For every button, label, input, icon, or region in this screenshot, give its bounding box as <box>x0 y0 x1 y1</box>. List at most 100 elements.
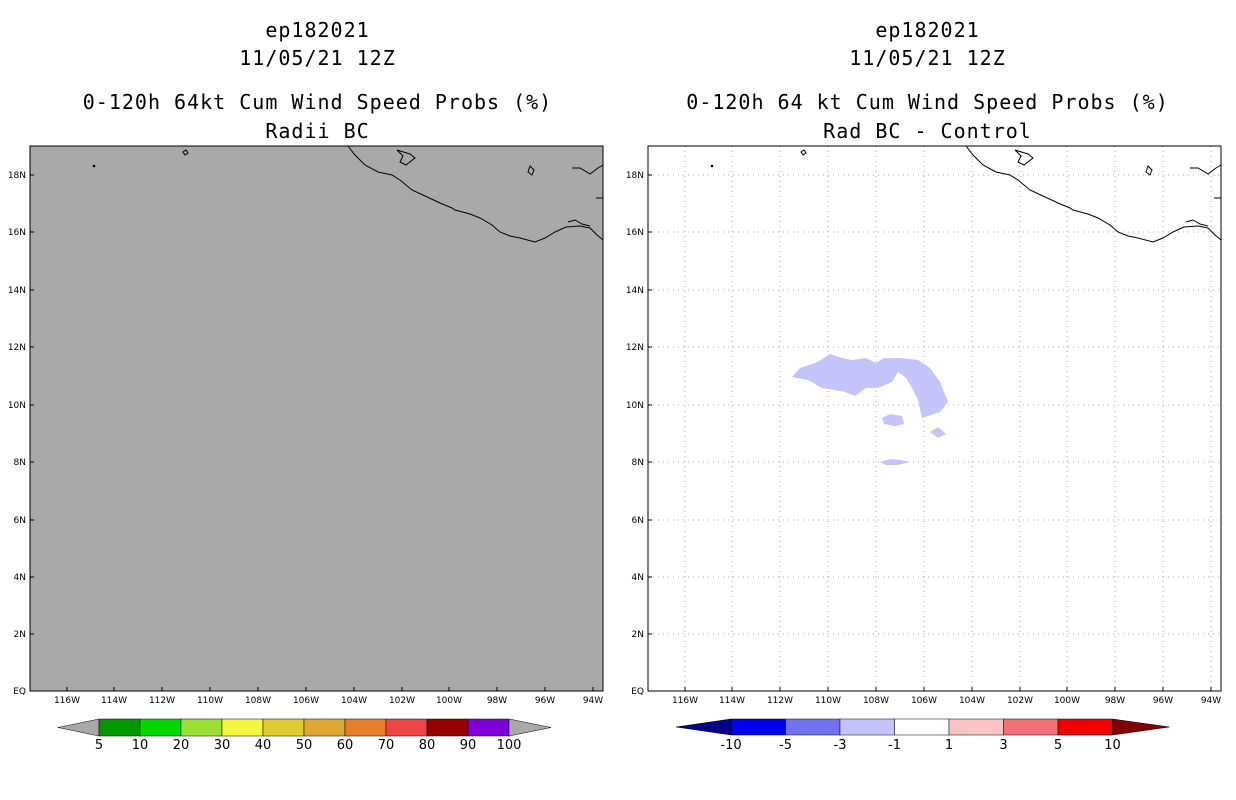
left-title-date: 11/05/21 12Z <box>239 46 396 70</box>
colorbar-label: -5 <box>779 738 792 753</box>
colorbar-label: 70 <box>378 738 395 753</box>
lon-label: 104W <box>341 696 367 706</box>
right-coastline <box>710 145 1222 243</box>
colorbar-swatch <box>221 718 264 737</box>
colorbar-label: 5 <box>95 738 103 753</box>
lat-label: 16N <box>8 228 26 238</box>
lat-label: 14N <box>626 286 644 296</box>
colorbar-label: 60 <box>337 738 354 753</box>
colorbar-label: 100 <box>497 738 522 753</box>
lat-label: 14N <box>8 286 26 296</box>
colorbar-label: 80 <box>419 738 436 753</box>
colorbar-label: -10 <box>720 738 741 753</box>
colorbar-swatch <box>894 718 950 736</box>
colorbar-label: 10 <box>1104 738 1121 753</box>
lat-label: 8N <box>14 458 26 468</box>
left-map-frame <box>29 145 604 692</box>
lon-label: 94W <box>1201 696 1221 706</box>
lon-label: 104W <box>959 696 985 706</box>
lat-label: 18N <box>626 171 644 181</box>
colorbar-low-arrow <box>57 718 100 737</box>
lat-label: 16N <box>626 228 644 238</box>
lon-label: 108W <box>863 696 889 706</box>
lon-label: 112W <box>149 696 175 706</box>
colorbar-label: 50 <box>296 738 313 753</box>
lat-label: 12N <box>8 343 26 353</box>
left-title-id: ep182021 <box>265 18 370 42</box>
colorbar-label: -3 <box>834 738 847 753</box>
colorbar-swatch <box>426 718 469 737</box>
lat-label: 8N <box>632 458 644 468</box>
lon-label: 106W <box>911 696 937 706</box>
lat-label: 6N <box>14 516 26 526</box>
right-title-subtitle: Rad BC - Control <box>823 119 1032 143</box>
colorbar-swatch <box>948 718 1004 736</box>
lat-label: EQ <box>13 687 26 697</box>
colorbar-swatch <box>139 718 182 737</box>
colorbar-label: -1 <box>888 738 901 753</box>
shaded-main-area <box>792 354 948 418</box>
right-map-background <box>648 146 1221 691</box>
colorbar-label: 5 <box>1054 738 1062 753</box>
lon-label: 110W <box>197 696 223 706</box>
lon-label: 94W <box>583 696 603 706</box>
colorbar-high-arrow <box>1112 718 1170 736</box>
right-colorbar: -10 -5 -3 -1 1 3 5 10 <box>675 718 1170 753</box>
lat-label: 4N <box>14 573 26 583</box>
shaded-patch-2 <box>930 427 946 438</box>
lon-label: 110W <box>815 696 841 706</box>
lon-label: 100W <box>1054 696 1080 706</box>
lon-label: 116W <box>672 696 698 706</box>
colorbar-swatch <box>180 718 223 737</box>
left-coastline <box>92 145 604 243</box>
colorbar-label: 3 <box>999 738 1007 753</box>
left-title-product: 0-120h 64kt Cum Wind Speed Probs (%) <box>82 90 553 114</box>
colorbar-label: 10 <box>132 738 149 753</box>
lat-label: 10N <box>626 401 644 411</box>
colorbar-swatch <box>303 718 346 737</box>
lon-label: 96W <box>1153 696 1173 706</box>
colorbar-low-arrow <box>675 718 732 736</box>
lon-label: 112W <box>767 696 793 706</box>
lon-label: 96W <box>535 696 555 706</box>
right-title-id: ep182021 <box>875 18 980 42</box>
lon-label: 102W <box>1007 696 1033 706</box>
shaded-patch-1 <box>882 414 904 426</box>
left-map: 18N 16N 14N 12N 10N 8N 6N 4N 2N EQ 116W 114W 112W 11… <box>8 145 604 706</box>
lon-label: 106W <box>293 696 319 706</box>
lat-label: 2N <box>14 630 26 640</box>
colorbar-swatch <box>1057 718 1113 736</box>
right-map: 18N 16N 14N 12N 10N 8N 6N 4N 2N EQ 116W 114W 112W 11… <box>626 145 1222 706</box>
lat-label: 6N <box>632 516 644 526</box>
colorbar-label: 40 <box>255 738 272 753</box>
right-shaded-region <box>792 354 948 465</box>
right-title-product: 0-120h 64 kt Cum Wind Speed Probs (%) <box>686 90 1169 114</box>
colorbar-swatch <box>98 718 141 737</box>
colorbar-label: 1 <box>945 738 953 753</box>
colorbar-label: 20 <box>173 738 190 753</box>
colorbar-swatch <box>344 718 387 737</box>
right-map-frame <box>647 145 1222 692</box>
colorbar-high-arrow <box>508 718 552 737</box>
right-title-date: 11/05/21 12Z <box>849 46 1006 70</box>
lon-label: 114W <box>719 696 745 706</box>
lon-label: 108W <box>245 696 271 706</box>
colorbar-swatch <box>839 718 895 736</box>
lon-label: 114W <box>101 696 127 706</box>
colorbar-swatch <box>785 718 841 736</box>
colorbar-swatch <box>385 718 428 737</box>
colorbar-swatch <box>467 718 510 737</box>
left-map-background <box>30 146 603 691</box>
left-colorbar: 5 10 20 30 40 50 60 70 80 90 100 <box>57 718 552 753</box>
shaded-patch-3 <box>880 459 910 465</box>
right-map-gridlines <box>648 146 1221 691</box>
lon-label: 98W <box>487 696 507 706</box>
colorbar-label: 90 <box>460 738 477 753</box>
colorbar-swatch <box>730 718 786 736</box>
lon-label: 116W <box>54 696 80 706</box>
lat-label: 10N <box>8 401 26 411</box>
colorbar-label: 30 <box>214 738 231 753</box>
lon-label: 100W <box>436 696 462 706</box>
lat-label: 2N <box>632 630 644 640</box>
